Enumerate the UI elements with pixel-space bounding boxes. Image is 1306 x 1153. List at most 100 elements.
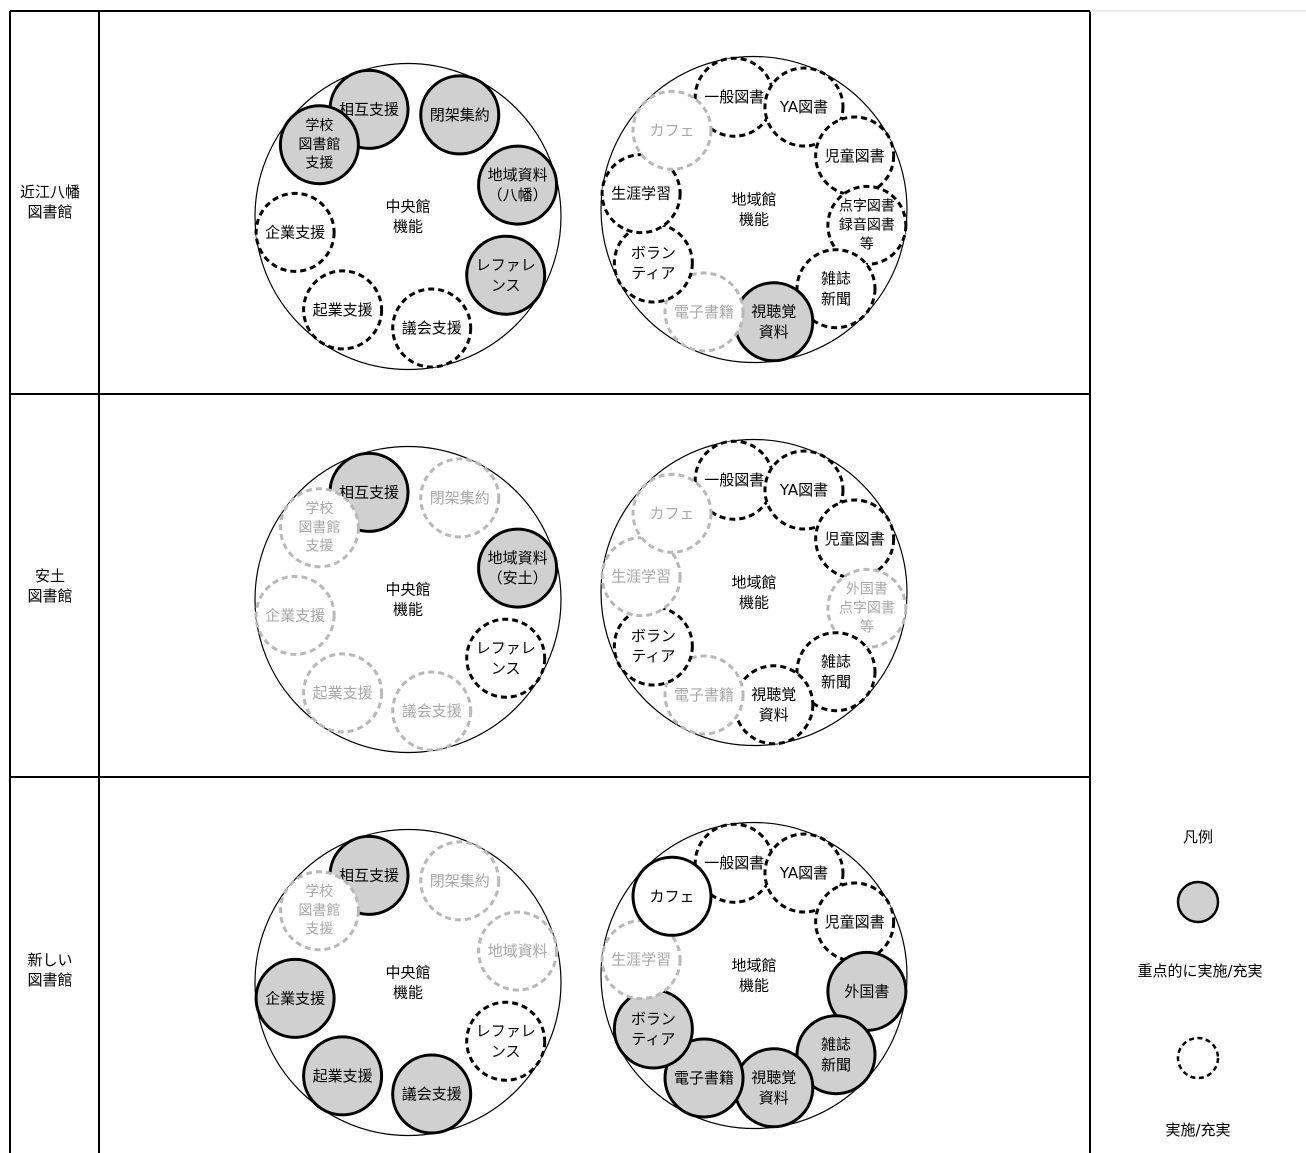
row-3-central-item-7-label-line-1: 企業支援 [265, 989, 325, 1007]
row-1-central-item-2-circle [419, 74, 501, 156]
row-3-regional-item-6-label-line-2: 資料 [759, 1089, 789, 1107]
row-2-central-item-6-circle [302, 652, 384, 734]
row-3-central-item-6-circle [302, 1035, 384, 1117]
row-1-central-title-line-1: 中央館 [385, 197, 430, 215]
row-3-regional-item-3-label-line-1: 児童図書 [825, 913, 885, 931]
row-2-central-item-3-label-line-1: 地域資料 [488, 549, 548, 567]
row-label-omihachiman: 近江八幡 図書館 [19, 183, 80, 221]
row-1-central-item-3-label-line-1: 地域資料 [488, 166, 548, 184]
row-2-regional-item-5-label-line-2: 新聞 [821, 673, 851, 691]
row-1-central-title-line-2: 機能 [393, 218, 423, 236]
row-1-regional-item-2-label-line-1: YA図書 [779, 98, 828, 116]
row-2-regional-item-6-label-line-2: 資料 [759, 706, 789, 724]
row-3-central-item-8-label-line-2: 図書館 [298, 902, 340, 919]
row-3-regional-item-1-label-line-1: 一般図書 [704, 854, 764, 872]
row-1-central-outer-circle [254, 62, 562, 371]
row-3-central-item-7-circle [254, 957, 336, 1039]
row-2-regional-item-3-label-line-1: 児童図書 [825, 530, 885, 548]
row-3-central-outer-circle [254, 828, 562, 1137]
row-3-central-item-6-label-line-1: 起業支援 [313, 1067, 373, 1085]
row-1-regional-item-5-label-line-1: 雑誌 [821, 270, 851, 288]
row-2-regional-item-7-label-line-1: 電子書籍 [674, 686, 734, 704]
row-2-regional-item-8-circle [612, 605, 694, 687]
legend-priority-circle [1176, 880, 1220, 924]
row-1-central-item-4-label-line-1: レファレ [476, 256, 536, 274]
row-1-regional-item-3-label-line-1: 児童図書 [825, 147, 885, 165]
row-1-central-item-4-circle [465, 234, 547, 316]
row-2-central-item-2-circle [419, 457, 501, 539]
row-1-regional-item-2-circle [763, 66, 845, 148]
row-2-central-item-2: 閉架集約 [419, 457, 501, 539]
row-2-central-item-3: 地域資料 （安土） [477, 527, 559, 609]
row-3-central-item-8-label-line-1: 学校 [305, 883, 333, 900]
row-1-central-item-7: 企業支援 [254, 191, 336, 273]
row-1-central-item-8-label-line-1: 学校 [305, 117, 333, 134]
row-2-regional-item-6-label-line-1: 視聴覚 [751, 686, 796, 704]
row-2-central-item-4-circle [465, 617, 547, 699]
row-1-regional-item-8-label-line-2: ティア [631, 264, 675, 282]
row-3-regional-item-10-label-line-1: カフェ [649, 887, 694, 905]
row-2-regional-item-3: 児童図書 [814, 498, 896, 580]
row-2-regional-item-5-label-line-1: 雑誌 [821, 653, 851, 671]
row-3-regional-item-10: カフェ [631, 855, 713, 937]
row-1-regional-item-6-label-line-2: 資料 [759, 323, 789, 341]
row-1-regional-item-5-label-line-2: 新聞 [821, 290, 851, 308]
row-1-regional-item-3: 児童図書 [814, 115, 896, 197]
row-1-regional-item-8-circle [612, 222, 694, 304]
row-label-azuchi: 安土 図書館 [27, 567, 73, 605]
row-2-regional-item-4-label-line-1: 外国書 [846, 581, 888, 597]
row-3-central-item-2-label-line-1: 閉架集約 [430, 872, 490, 890]
row-1-regional-item-1: 一般図書 [693, 56, 775, 138]
row-2-central-item-3-label-line-2: （安土） [488, 569, 548, 587]
row-1-regional-item-2: YA図書 [763, 66, 845, 148]
row-2-regional-item-10-circle [631, 472, 713, 554]
row-1-regional-item-4-label-line-3: 等 [860, 235, 874, 252]
row-3-central-item-4-label-line-2: ンス [491, 1042, 521, 1060]
row-2-central-item-5-label-line-1: 議会支援 [402, 702, 462, 720]
row-1-regional-title-line-1: 地域館 [731, 190, 776, 208]
row-1-regional-outer-circle [600, 55, 908, 364]
row-1-regional-item-9-label-line-1: 生涯学習 [611, 185, 671, 203]
row-2-regional-item-2-label-line-1: YA図書 [779, 481, 828, 499]
row-3-regional-item-8-circle [612, 988, 694, 1070]
row-3-regional-title-line-1: 地域館 [731, 956, 776, 974]
row-2-central-item-5: 議会支援 [391, 670, 473, 752]
row-3-regional-item-7: 電子書籍 [663, 1037, 745, 1119]
row-1-central-item-8-label-line-3: 支援 [305, 156, 333, 172]
row-2-central-item-4-label-line-2: ンス [491, 659, 521, 677]
row-3-regional-item-7-label-line-1: 電子書籍 [674, 1069, 734, 1087]
row-3-central-item-3-label-line-1: 地域資料 [488, 942, 548, 960]
legend-normal-circle [1176, 1036, 1220, 1080]
row-3-regional-item-6-label-line-1: 視聴覚 [751, 1069, 796, 1087]
row-2-regional-item-1: 一般図書 [693, 439, 775, 521]
row-1-central-item-8-label-line-2: 図書館 [298, 136, 340, 153]
row-1-central-item-3-label-line-2: （八幡） [488, 186, 548, 204]
row-1-central-item-3-circle [477, 144, 559, 226]
row-1-central-item-8-circle [278, 104, 360, 186]
row-2-central-item-7: 企業支援 [254, 574, 336, 656]
legend-priority-label: 重点的に実施/充実 [1137, 962, 1263, 980]
row-3-central-item-2: 閉架集約 [419, 840, 501, 922]
row-2-central-item-1-label-line-1: 相互支援 [339, 483, 399, 501]
row-3-central-item-3-circle [477, 910, 559, 992]
row-2-central-item-3-circle [477, 527, 559, 609]
row-1-central-item-3: 地域資料 （八幡） [477, 144, 559, 226]
row-1-regional-item-6-circle [733, 281, 815, 363]
row-1-central-item-7-label-line-1: 企業支援 [265, 223, 325, 241]
row-1-regional-item-7-label-line-1: 電子書籍 [674, 303, 734, 321]
row-1-regional-item-6-label-line-1: 視聴覚 [751, 303, 796, 321]
row-2-central-item-6: 起業支援 [302, 652, 384, 734]
row-1-regional-item-10-label-line-1: カフェ [649, 121, 694, 139]
row-2-central-item-8-label-line-3: 支援 [305, 539, 333, 555]
row-3-central-item-8-label-line-3: 支援 [305, 922, 333, 938]
row-2-central-item-7-circle [254, 574, 336, 656]
